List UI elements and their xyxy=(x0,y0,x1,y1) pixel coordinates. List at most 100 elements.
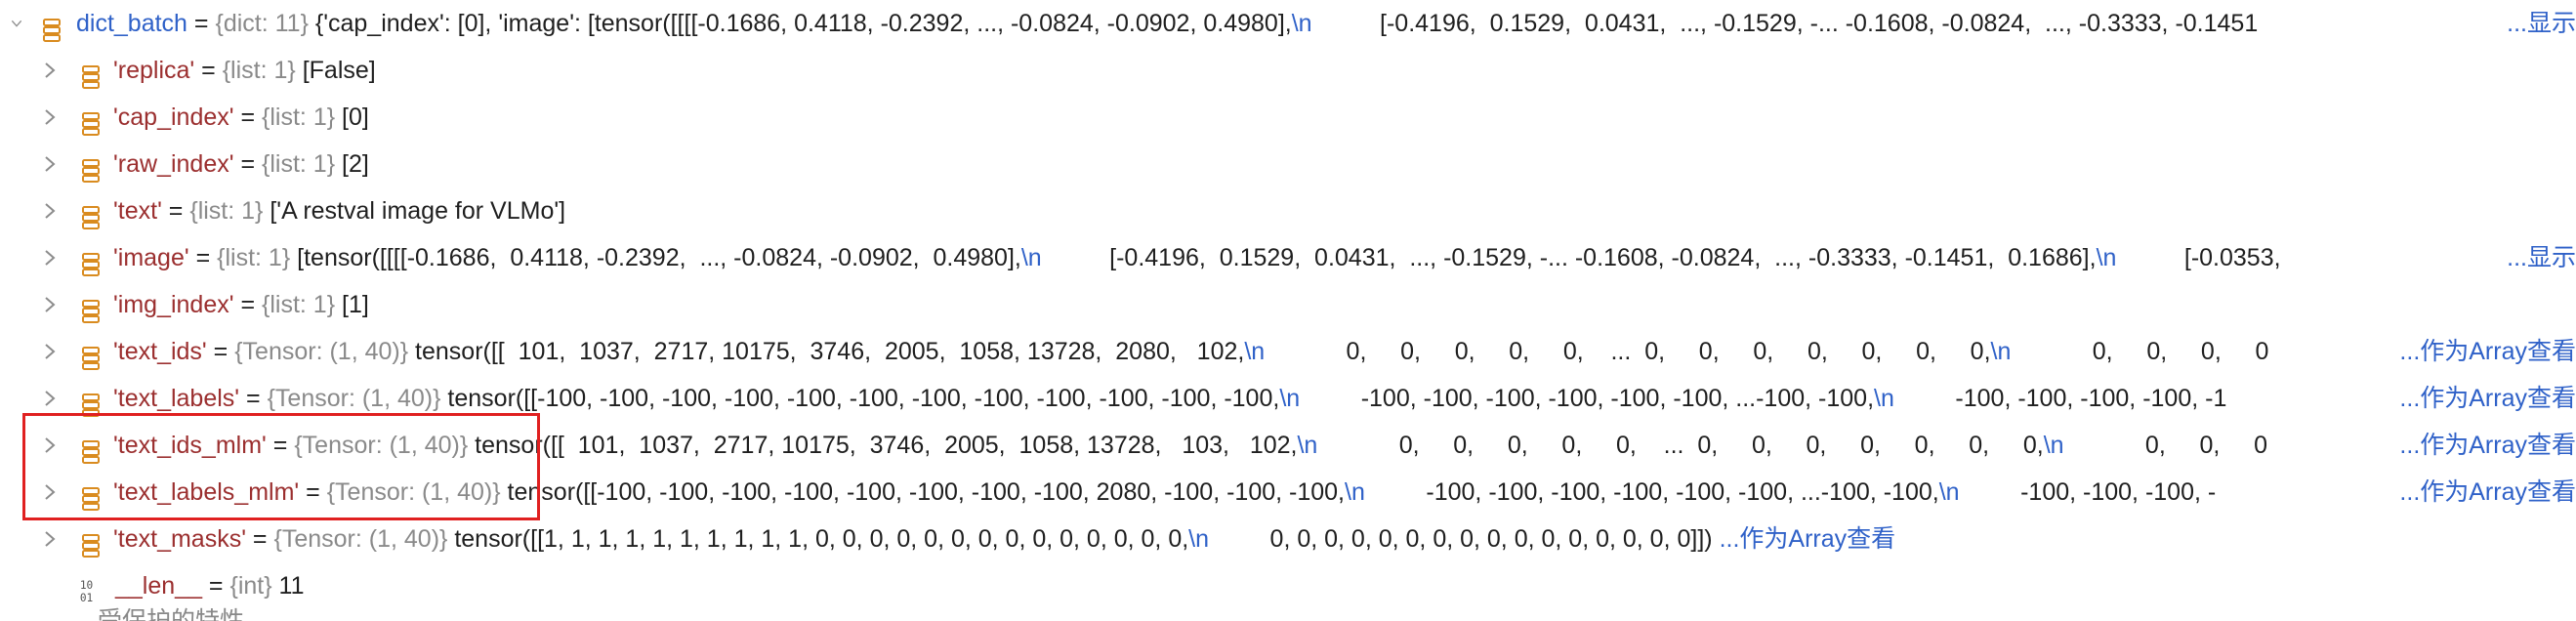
stack-icon xyxy=(78,59,104,89)
stack-icon xyxy=(78,152,104,183)
tree-row[interactable]: 'image' = {list: 1} [tensor([[[[-0.1686,… xyxy=(0,234,2576,281)
value-text: {'cap_index': [0], 'image': [tensor([[[[… xyxy=(314,10,1292,37)
chevron-right-icon[interactable] xyxy=(39,328,61,375)
view-as-array-link[interactable]: ...作为Array查看 xyxy=(2395,422,2576,469)
tree-row-len[interactable]: 10 01 __len__ = {int} 11 xyxy=(78,572,305,604)
view-as-array-link[interactable]: ...显示 xyxy=(2503,234,2576,281)
tree-row[interactable]: 'text_labels_mlm' = {Tensor: (1, 40)} te… xyxy=(0,469,2576,516)
row-value-continued: -100, -100, -100, -100, -100, -100, ...-… xyxy=(1364,478,1939,506)
newline-escape: \n xyxy=(1188,525,1210,553)
row-key: 'cap_index' xyxy=(113,104,234,131)
tree-row[interactable]: 'img_index' = {list: 1} [1] xyxy=(0,281,2576,328)
row-type: {int} xyxy=(229,572,272,600)
equals-sign: = xyxy=(187,10,216,37)
row-key: 'text_labels_mlm' xyxy=(113,478,300,506)
row-key: 'text_ids_mlm' xyxy=(113,432,267,459)
row-value-continued-2: -100, -100, -100, -100, -1 xyxy=(1893,385,2227,412)
row-value-continued: 0, 0, 0, 0, 0, ... 0, 0, 0, 0, 0, 0, 0, xyxy=(1265,338,1991,365)
stack-icon xyxy=(78,340,104,370)
tree-row[interactable]: 'text' = {list: 1} ['A restval image for… xyxy=(0,187,2576,234)
chevron-right-icon[interactable] xyxy=(39,47,61,94)
row-value: [tensor([[[[-0.1686, 0.4118, -0.2392, ..… xyxy=(297,244,1021,271)
row-value: tensor([[ 101, 1037, 2717, 10175, 3746, … xyxy=(415,338,1245,365)
row-key: 'text_labels' xyxy=(113,385,240,412)
row-value: [False] xyxy=(302,57,376,84)
protected-attributes-label: 受保护的特性 xyxy=(98,607,245,621)
tree-row[interactable]: 'raw_index' = {list: 1} [2] xyxy=(0,141,2576,187)
chevron-right-icon[interactable] xyxy=(39,234,61,281)
tree-row[interactable]: 'replica' = {list: 1} [False] xyxy=(0,47,2576,94)
chevron-right-icon[interactable] xyxy=(39,141,61,187)
row-value: [1] xyxy=(342,291,369,318)
row-value: [0] xyxy=(342,104,369,131)
chevron-right-icon[interactable] xyxy=(39,422,61,469)
row-value-continued: [-0.4196, 0.1529, 0.0431, ..., -0.1529, … xyxy=(1041,244,2097,271)
row-value-continued-2: -100, -100, -100, - xyxy=(1959,478,2217,506)
chevron-right-icon[interactable] xyxy=(39,281,61,328)
row-value: ['A restval image for VLMo'] xyxy=(270,197,566,225)
tree-row[interactable]: 'text_masks' = {Tensor: (1, 40)} tensor(… xyxy=(0,516,2576,562)
stack-icon xyxy=(78,199,104,229)
value-text-continued: [-0.4196, 0.1529, 0.0431, ..., -0.1529, … xyxy=(1311,10,2259,37)
tree-row[interactable]: 'cap_index' = {list: 1} [0] xyxy=(0,94,2576,141)
newline-escape: \n xyxy=(1297,432,1318,459)
type-label: {dict: 11} xyxy=(215,10,309,37)
stack-icon xyxy=(78,527,104,558)
row-value-continued: 0, 0, 0, 0, 0, 0, 0, 0, 0, 0, 0, 0, 0, 0… xyxy=(1209,525,1713,553)
newline-escape-2: \n xyxy=(1874,385,1894,412)
row-value-continued-2: 0, 0, 0, 0 xyxy=(2011,338,2269,365)
variable-name: dict_batch xyxy=(76,10,187,37)
protected-attributes-row[interactable]: 受保护的特性 xyxy=(98,598,244,621)
tree-row[interactable]: 'text_ids' = {Tensor: (1, 40)} tensor([[… xyxy=(0,328,2576,375)
tree-row[interactable]: 'text_ids_mlm' = {Tensor: (1, 40)} tenso… xyxy=(0,422,2576,469)
row-type: {Tensor: (1, 40)} xyxy=(294,432,469,459)
stack-icon xyxy=(78,480,104,511)
row-value-continued: -100, -100, -100, -100, -100, -100, ...-… xyxy=(1300,385,1875,412)
binary-icon: 10 01 xyxy=(78,572,104,604)
row-key: 'image' xyxy=(113,244,189,271)
row-key: 'text' xyxy=(113,197,162,225)
row-value: [2] xyxy=(342,150,369,178)
stack-icon xyxy=(78,434,104,464)
row-key: 'replica' xyxy=(113,57,195,84)
row-value: tensor([[ 101, 1037, 2717, 10175, 3746, … xyxy=(475,432,1298,459)
view-as-array-link[interactable]: ...作为Array查看 xyxy=(2395,469,2576,516)
row-key: 'raw_index' xyxy=(113,150,234,178)
row-value: tensor([[1, 1, 1, 1, 1, 1, 1, 1, 1, 1, 0… xyxy=(454,525,1189,553)
row-type: {list: 1} xyxy=(262,150,336,178)
chevron-right-icon[interactable] xyxy=(39,469,61,516)
row-key: 'text_masks' xyxy=(113,525,246,553)
newline-escape: \n xyxy=(1020,244,1042,271)
newline-escape-2: \n xyxy=(1990,338,2012,365)
row-value-continued-2: 0, 0, 0 xyxy=(2063,432,2267,459)
row-type: {list: 1} xyxy=(217,244,291,271)
newline-escape-2: \n xyxy=(2096,244,2117,271)
stack-icon xyxy=(39,12,64,42)
row-key: 'img_index' xyxy=(113,291,234,318)
newline-escape: \n xyxy=(1345,478,1365,506)
tree-row-root[interactable]: dict_batch = {dict: 11} {'cap_index': [0… xyxy=(0,0,2576,47)
show-more-link[interactable]: ...显示 xyxy=(2503,0,2576,47)
stack-icon xyxy=(78,293,104,323)
view-as-array-link[interactable]: ...作为Array查看 xyxy=(2395,375,2576,422)
tree-row[interactable]: 'text_labels' = {Tensor: (1, 40)} tensor… xyxy=(0,375,2576,422)
newline-escape: \n xyxy=(1291,10,1312,37)
chevron-right-icon[interactable] xyxy=(39,187,61,234)
view-as-array-link[interactable]: ...作为Array查看 xyxy=(1719,525,1896,553)
newline-escape-2: \n xyxy=(1938,478,1960,506)
row-value: 11 xyxy=(278,572,305,600)
row-type: {list: 1} xyxy=(222,57,296,84)
stack-icon xyxy=(78,105,104,136)
chevron-down-icon[interactable] xyxy=(6,0,27,47)
row-value: tensor([[-100, -100, -100, -100, -100, -… xyxy=(447,385,1280,412)
newline-escape-2: \n xyxy=(2043,432,2064,459)
chevron-right-icon[interactable] xyxy=(39,516,61,562)
row-type: {list: 1} xyxy=(262,291,336,318)
chevron-right-icon[interactable] xyxy=(39,375,61,422)
view-as-array-link[interactable]: ...作为Array查看 xyxy=(2395,328,2576,375)
stack-icon xyxy=(78,387,104,417)
chevron-right-icon[interactable] xyxy=(39,94,61,141)
row-key: __len__ xyxy=(115,572,202,600)
row-type: {Tensor: (1, 40)} xyxy=(267,385,441,412)
row-type: {list: 1} xyxy=(262,104,336,131)
